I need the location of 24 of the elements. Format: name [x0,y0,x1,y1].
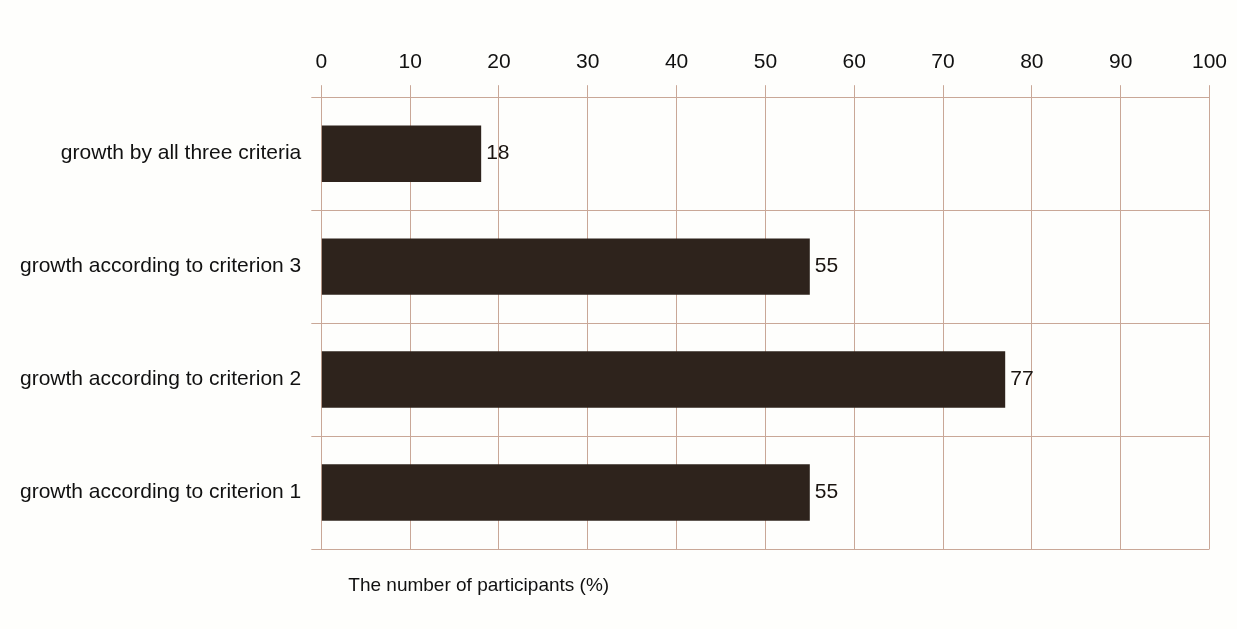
bar [321,351,1006,408]
x-tick-label: 100 [1191,49,1227,73]
data-label: 55 [814,253,839,277]
data-label: 18 [486,140,510,164]
x-tick-label: 50 [753,49,778,73]
x-tick-label: 40 [664,49,689,73]
y-tick-label: growth by all three criteria [60,140,302,164]
data-label: 77 [1010,366,1034,390]
x-tick-label: 30 [576,49,600,73]
bar [321,464,810,521]
x-tick-label: 70 [931,49,955,73]
data-label: 55 [814,479,839,503]
bar [321,238,810,295]
bar [321,125,482,182]
x-tick-label: 0 [315,49,328,73]
x-tick-label: 80 [1020,49,1044,73]
y-tick-label: growth according to criterion 1 [19,479,302,503]
y-tick-label: growth according to criterion 2 [19,366,302,390]
x-tick-label: 60 [842,49,866,73]
x-tick-label: 20 [487,49,511,73]
x-axis-title: The number of participants (%) [348,574,610,596]
y-tick-label: growth according to criterion 3 [19,253,302,277]
x-tick-label: 90 [1108,49,1133,73]
x-tick-label: 10 [398,49,422,73]
